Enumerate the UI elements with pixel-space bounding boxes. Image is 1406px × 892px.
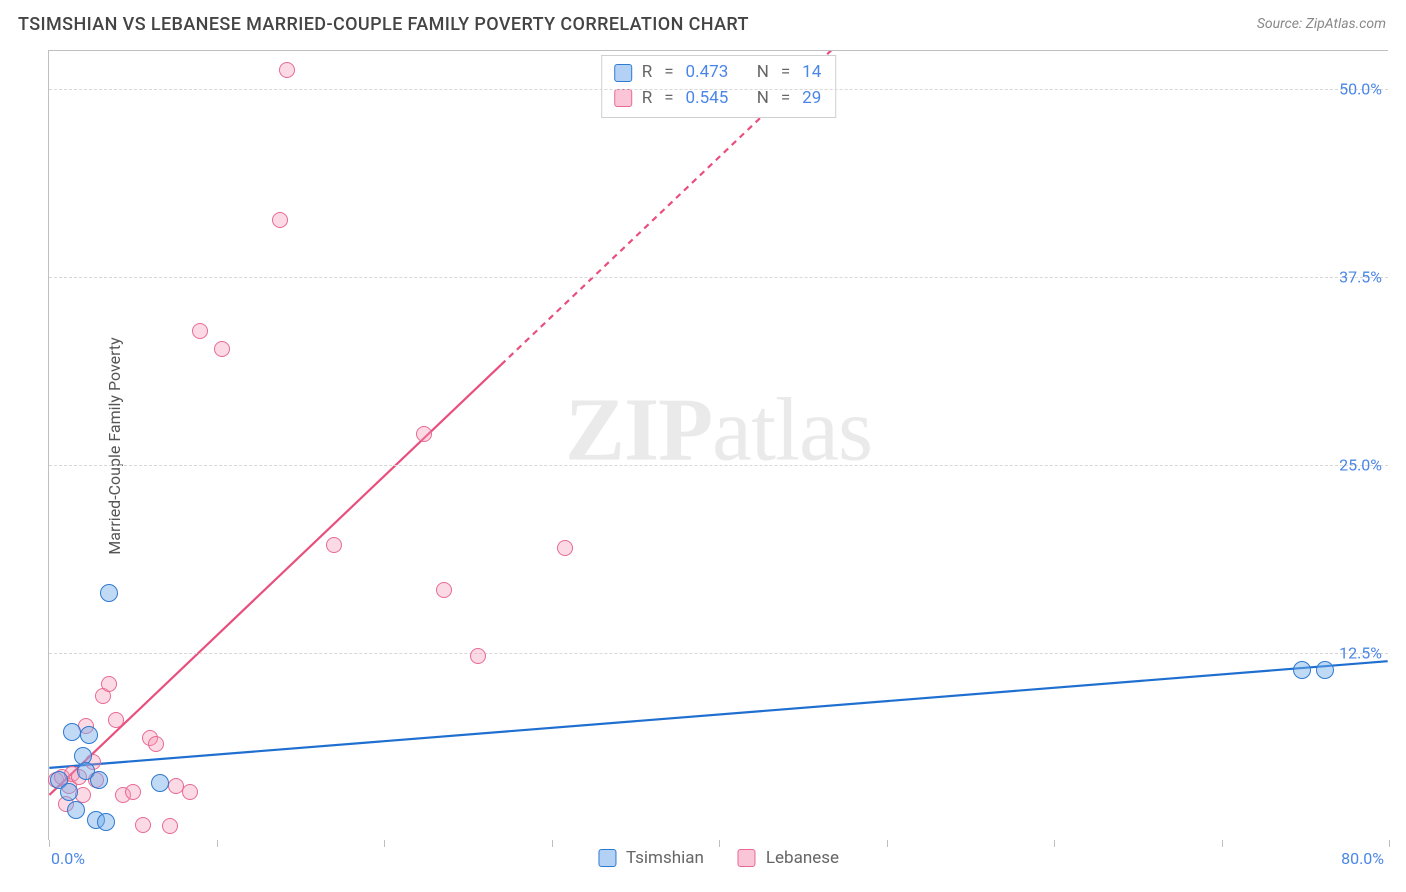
scatter-point-pink: [470, 648, 486, 664]
x-tick: [217, 840, 218, 847]
swatch-pink: [738, 849, 756, 867]
scatter-point-pink: [182, 784, 198, 800]
scatter-point-pink: [148, 736, 164, 752]
x-tick: [887, 840, 888, 847]
scatter-point-blue: [60, 783, 78, 801]
trend-lines: [49, 51, 1388, 840]
scatter-point-blue: [1316, 661, 1334, 679]
plot-area: ZIPatlas R= 0.473 N= 14 R= 0.545 N= 29 0…: [48, 50, 1388, 840]
y-tick-label: 25.0%: [1339, 455, 1382, 474]
scatter-point-blue: [100, 584, 118, 602]
scatter-point-blue: [80, 726, 98, 744]
scatter-point-blue: [67, 801, 85, 819]
n-value-blue: 14: [802, 60, 821, 86]
x-axis-min-label: 0.0%: [51, 849, 85, 868]
x-tick: [1389, 840, 1390, 847]
legend-item-blue: Tsimshian: [598, 848, 704, 868]
r-value-blue: 0.473: [686, 60, 729, 86]
r-label: R: [642, 60, 652, 86]
scatter-point-pink: [101, 676, 117, 692]
trend-line-blue: [49, 661, 1387, 768]
gridline-h: [49, 89, 1388, 90]
y-tick-label: 50.0%: [1339, 79, 1382, 98]
chart-source: Source: ZipAtlas.com: [1257, 16, 1386, 32]
scatter-point-pink: [279, 62, 295, 78]
x-tick: [719, 840, 720, 847]
scatter-point-pink: [326, 537, 342, 553]
scatter-point-pink: [162, 818, 178, 834]
scatter-point-pink: [125, 784, 141, 800]
legend-series: Tsimshian Lebanese: [598, 848, 839, 868]
y-tick-label: 12.5%: [1339, 643, 1382, 662]
scatter-point-pink: [192, 323, 208, 339]
legend-row-blue: R= 0.473 N= 14: [614, 60, 822, 86]
scatter-point-blue: [63, 723, 81, 741]
swatch-blue: [598, 849, 616, 867]
chart-title: TSIMSHIAN VS LEBANESE MARRIED-COUPLE FAM…: [18, 14, 749, 35]
swatch-pink: [614, 89, 632, 107]
scatter-point-pink: [416, 426, 432, 442]
scatter-point-blue: [151, 774, 169, 792]
scatter-point-blue: [97, 813, 115, 831]
x-tick: [49, 840, 50, 847]
chart-header: TSIMSHIAN VS LEBANESE MARRIED-COUPLE FAM…: [0, 0, 1406, 48]
legend-correlation: R= 0.473 N= 14 R= 0.545 N= 29: [601, 55, 837, 118]
y-tick-label: 37.5%: [1339, 267, 1382, 286]
scatter-point-pink: [557, 540, 573, 556]
scatter-point-pink: [108, 712, 124, 728]
gridline-h: [49, 277, 1388, 278]
x-tick: [552, 840, 553, 847]
trend-line-pink: [49, 365, 501, 795]
scatter-point-pink: [214, 341, 230, 357]
legend-item-pink: Lebanese: [738, 848, 839, 868]
legend-label-blue: Tsimshian: [626, 848, 704, 868]
x-tick: [384, 840, 385, 847]
scatter-point-pink: [436, 582, 452, 598]
n-label: N: [757, 60, 769, 86]
x-tick: [1054, 840, 1055, 847]
gridline-h: [49, 465, 1388, 466]
scatter-point-pink: [272, 212, 288, 228]
x-tick: [1222, 840, 1223, 847]
x-axis-max-label: 80.0%: [1341, 849, 1384, 868]
scatter-point-blue: [1293, 661, 1311, 679]
swatch-blue: [614, 64, 632, 82]
legend-label-pink: Lebanese: [766, 848, 839, 868]
scatter-point-pink: [135, 817, 151, 833]
gridline-h: [49, 653, 1388, 654]
scatter-point-blue: [90, 771, 108, 789]
